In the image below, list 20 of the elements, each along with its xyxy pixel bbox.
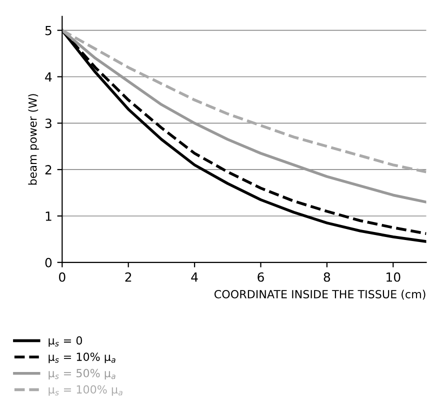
line-series: [62, 28, 426, 174]
y-tick-label: 3: [45, 118, 52, 128]
legend-label: μ$_{s}$ = 100% μ$_{a}$: [48, 385, 122, 396]
x-tick-label: 10: [386, 272, 400, 282]
line-series: [62, 28, 426, 204]
legend-label: μ$_{s}$ = 10% μ$_{a}$: [48, 352, 116, 364]
legend-label: μ$_{s}$ = 50% μ$_{a}$: [48, 368, 116, 380]
y-tick-label: 0: [45, 258, 52, 268]
y-tick-label: 5: [45, 26, 52, 36]
x-tick-label: 0: [59, 272, 66, 282]
x-tick-label: 6: [258, 272, 264, 282]
x-tick-label: 8: [324, 272, 330, 282]
legend-label: μ$_{s}$ = 0: [48, 336, 82, 347]
y-tick-label: 1: [46, 212, 52, 221]
x-tick-label: 2: [125, 272, 132, 282]
x-tick-label: 4: [191, 272, 198, 282]
y-tick-label: 2: [45, 165, 52, 174]
y-axis-title: beam power (W): [28, 94, 39, 185]
x-axis-title: COORDINATE INSIDE THE TISSUE (cm): [214, 290, 426, 300]
y-tick-label: 4: [45, 72, 52, 82]
